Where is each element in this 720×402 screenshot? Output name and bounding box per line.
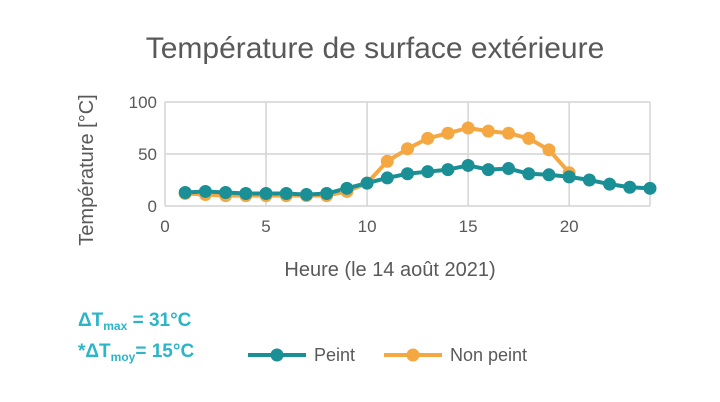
data-point-peint-20 <box>562 170 576 184</box>
delta-t-max-note: ΔTmax = 31°C <box>78 310 191 333</box>
chart-title: Température de surface extérieure <box>146 32 605 65</box>
delta-t-moy-note: *ΔTmoy= 15°C <box>78 341 194 364</box>
data-point-peint-9 <box>340 181 354 195</box>
data-point-peint-18 <box>522 167 536 181</box>
data-point-non-peint-19 <box>542 143 556 157</box>
data-point-peint-5 <box>259 187 273 201</box>
legend-label-non-peint: Non peint <box>450 345 527 365</box>
data-point-peint-14 <box>441 163 455 177</box>
data-point-peint-10 <box>360 176 374 190</box>
delta-t-moy-subscript: moy <box>110 350 136 364</box>
data-point-peint-11 <box>380 171 394 185</box>
data-point-peint-6 <box>279 187 293 201</box>
data-point-peint-2 <box>198 184 212 198</box>
data-point-non-peint-14 <box>441 126 455 140</box>
data-point-peint-13 <box>421 165 435 179</box>
data-point-peint-7 <box>299 188 313 202</box>
delta-t-max-value: = 31°C <box>127 310 192 331</box>
y-tick-label-100: 100 <box>129 93 157 112</box>
data-point-peint-22 <box>603 177 617 191</box>
delta-t-max-prefix: ΔT <box>78 310 104 331</box>
y-tick-label-0: 0 <box>148 197 157 216</box>
data-point-peint-24 <box>643 181 657 195</box>
y-tick-label-50: 50 <box>138 145 157 164</box>
delta-t-max-subscript: max <box>103 319 128 333</box>
data-point-peint-23 <box>623 180 637 194</box>
data-point-non-peint-17 <box>502 126 516 140</box>
data-point-non-peint-16 <box>481 124 495 138</box>
series-line-peint <box>185 163 651 197</box>
x-tick-label-5: 5 <box>261 217 270 236</box>
x-axis-title: Heure (le 14 août 2021) <box>284 259 495 281</box>
data-point-non-peint-15 <box>461 121 475 135</box>
data-point-non-peint-12 <box>401 142 414 156</box>
tick-labels: 0 50 100 0 5 10 15 20 <box>129 93 579 236</box>
data-point-non-peint-13 <box>421 131 435 145</box>
x-tick-label-15: 15 <box>459 217 478 236</box>
data-point-peint-15 <box>461 158 475 172</box>
legend-label-peint: Peint <box>314 345 355 365</box>
data-point-peint-19 <box>542 168 556 182</box>
data-point-peint-17 <box>502 162 516 176</box>
data-point-peint-4 <box>239 187 253 201</box>
data-point-non-peint-11 <box>380 154 394 168</box>
data-point-peint-12 <box>401 167 414 181</box>
legend-marker-peint <box>270 348 284 362</box>
data-point-peint-1 <box>178 185 192 199</box>
data-point-peint-8 <box>320 187 334 201</box>
delta-t-moy-prefix: *ΔT <box>78 341 111 362</box>
x-tick-label-0: 0 <box>160 217 169 236</box>
x-tick-label-20: 20 <box>560 217 579 236</box>
x-tick-label-10: 10 <box>358 217 377 236</box>
legend-marker-non-peint <box>406 348 420 362</box>
series-points <box>178 121 657 203</box>
series-lines <box>185 126 651 198</box>
data-point-peint-16 <box>481 163 495 177</box>
legend: Peint Non peint <box>248 345 527 365</box>
y-axis-title: Température [°C] <box>76 94 98 245</box>
data-point-peint-21 <box>582 173 596 187</box>
data-point-non-peint-18 <box>522 131 536 145</box>
delta-t-moy-value: = 15°C <box>135 341 195 362</box>
data-point-peint-3 <box>219 185 233 199</box>
